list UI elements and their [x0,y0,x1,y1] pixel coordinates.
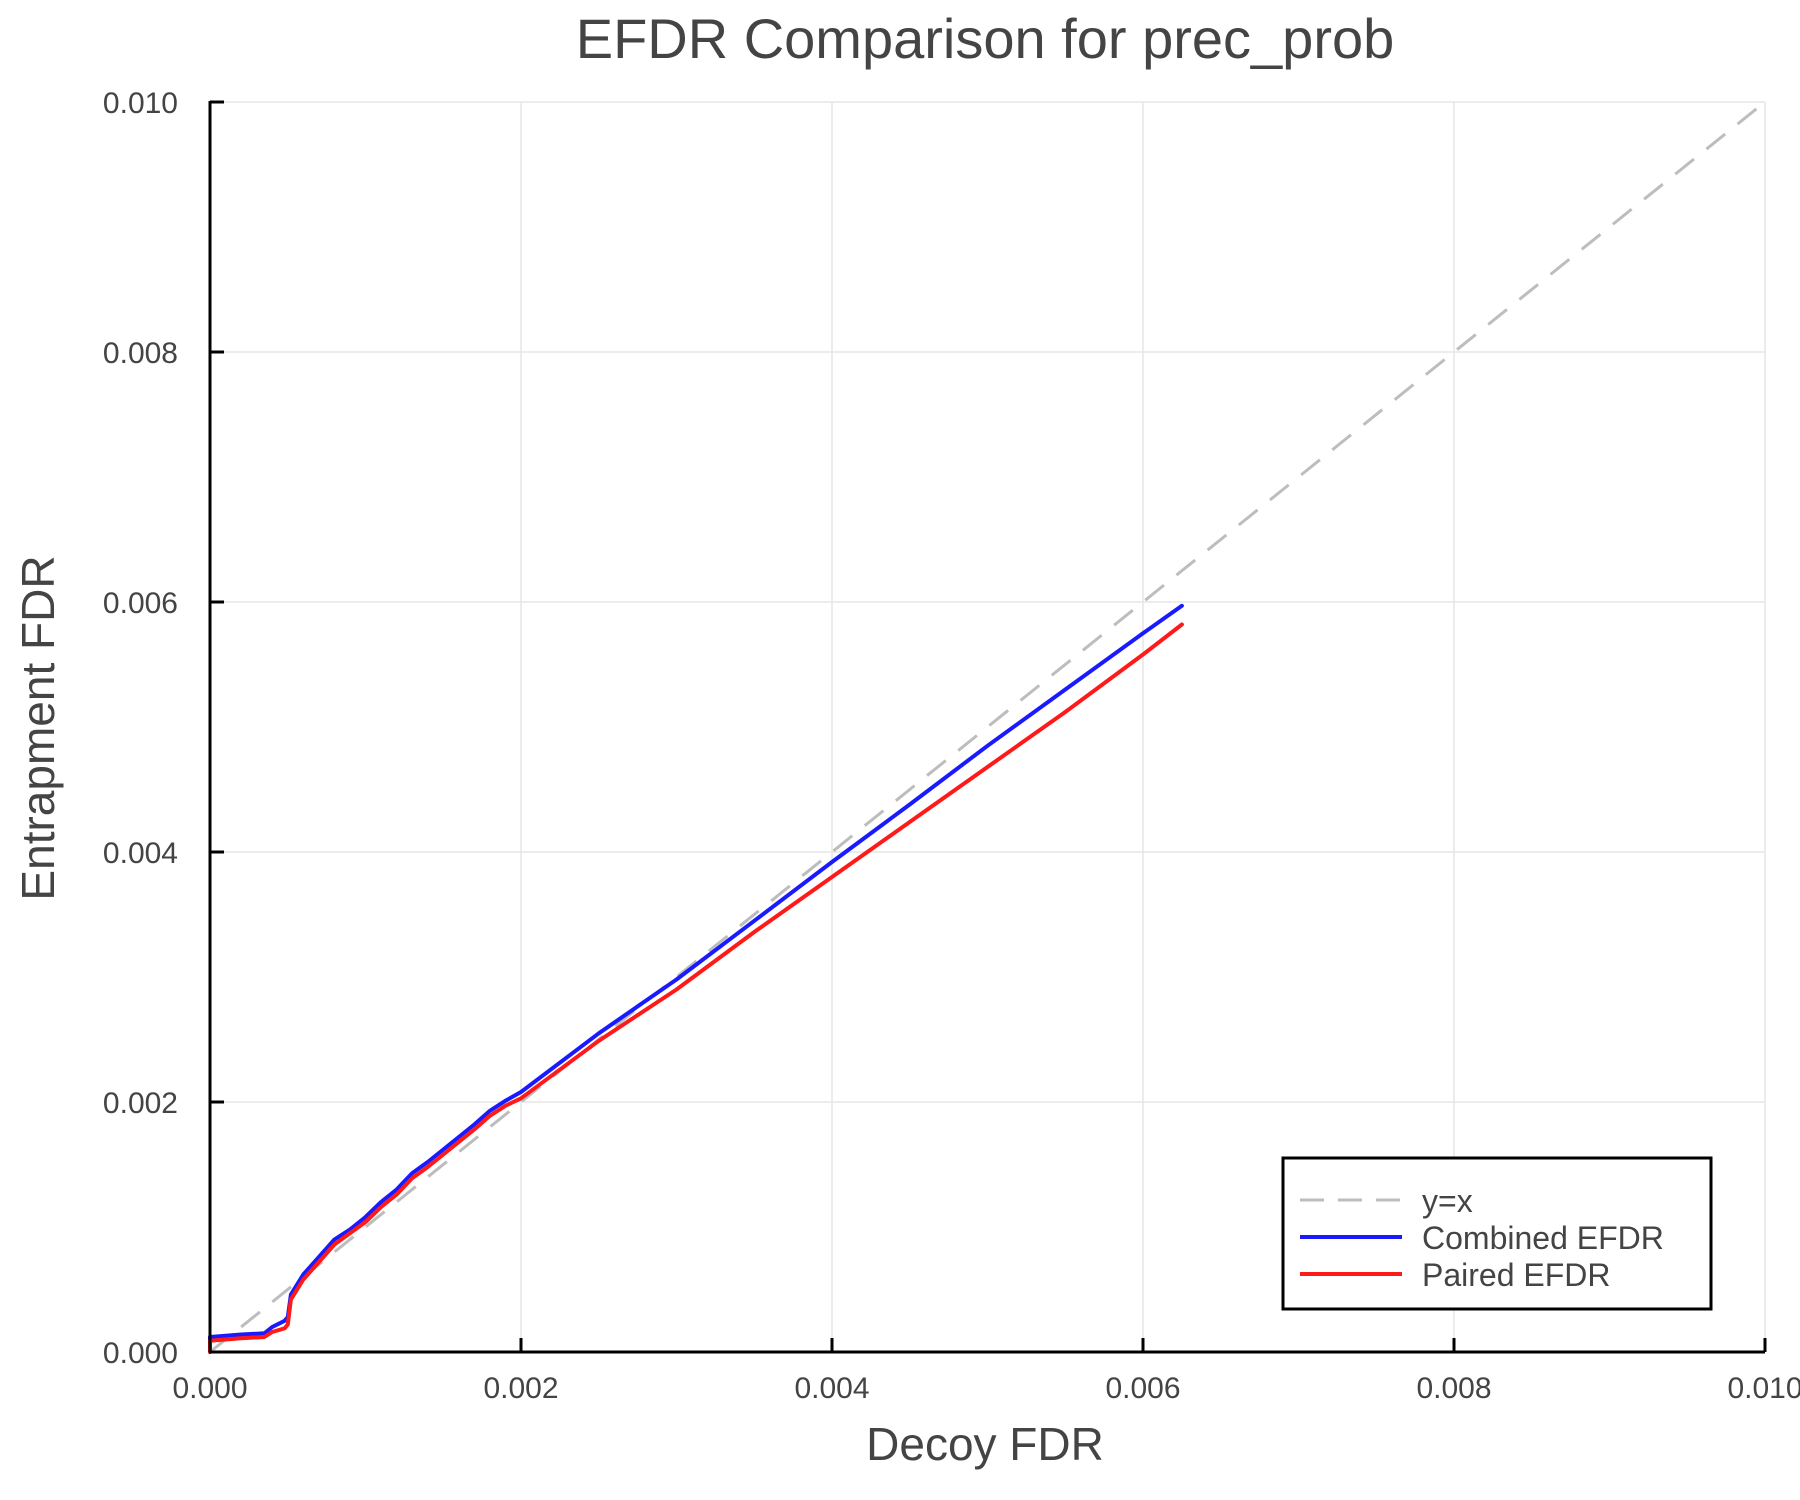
legend-label: y=x [1422,1183,1473,1219]
x-tick-label: 0.002 [483,1372,558,1405]
y-tick-label: 0.002 [103,1087,178,1120]
series-line-paired-efdr [208,622,1184,1354]
legend-box [1281,1156,1713,1311]
x-tick-label: 0.006 [1105,1372,1180,1405]
y-axis-title: Entrapment FDR [12,555,64,900]
y-tick-label: 0.004 [103,837,178,870]
x-axis-title: Decoy FDR [866,1418,1104,1470]
legend-label: Combined EFDR [1422,1220,1664,1256]
x-tick-label: 0.010 [1727,1372,1800,1405]
y-tick-label: 0.008 [103,337,178,370]
axes [208,101,1765,1354]
axis-ticks: 0.000 0.002 0.004 0.006 0.008 0.010 0.000 0.002… [103,87,1800,1405]
x-tick-label: 0.000 [172,1372,247,1405]
y-tick-label: 0.006 [103,587,178,620]
series-line-y-x [209,100,1766,1354]
x-tick-label: 0.008 [1416,1372,1491,1405]
y-tick-label: 0.000 [103,1337,178,1370]
plot-series [208,100,1766,1354]
legend-label: Paired EFDR [1422,1257,1611,1293]
series-line-combined-efdr [208,603,1184,1354]
y-tick-label: 0.010 [103,87,178,120]
chart-title: EFDR Comparison for prec_prob [576,7,1395,70]
x-tick-label: 0.004 [794,1372,869,1405]
